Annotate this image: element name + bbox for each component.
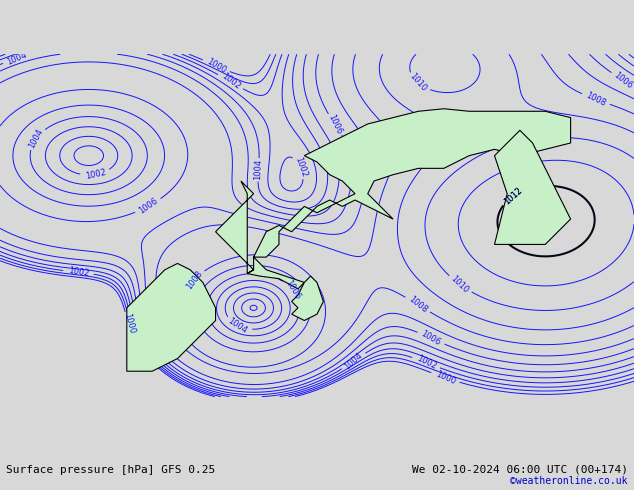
Text: Surface pressure [hPa] GFS 0.25: Surface pressure [hPa] GFS 0.25 — [6, 465, 216, 474]
Text: 1002: 1002 — [219, 72, 242, 92]
Text: 1012: 1012 — [502, 186, 524, 207]
Text: 1010: 1010 — [408, 72, 428, 94]
Text: 1006: 1006 — [327, 113, 344, 136]
Polygon shape — [292, 276, 323, 320]
Text: ©weatheronline.co.uk: ©weatheronline.co.uk — [510, 476, 628, 486]
Text: 1000: 1000 — [205, 57, 228, 75]
Text: 1006: 1006 — [137, 196, 160, 216]
Text: 1004: 1004 — [226, 316, 249, 335]
Polygon shape — [216, 109, 571, 289]
Text: 1008: 1008 — [585, 91, 607, 108]
Text: 1002: 1002 — [415, 354, 437, 371]
Text: 1004: 1004 — [254, 159, 264, 180]
Text: 1004: 1004 — [27, 127, 45, 150]
Text: 1008: 1008 — [406, 294, 429, 315]
Text: 1006: 1006 — [283, 279, 302, 301]
Polygon shape — [127, 264, 216, 371]
Text: 1006: 1006 — [420, 329, 443, 347]
Text: 1004: 1004 — [343, 351, 365, 371]
Text: 1002: 1002 — [84, 168, 107, 181]
Text: 1010: 1010 — [449, 274, 470, 295]
Text: 1002: 1002 — [293, 156, 309, 179]
Text: 1000: 1000 — [434, 369, 456, 386]
Polygon shape — [495, 130, 571, 245]
Text: 1006: 1006 — [612, 70, 634, 90]
Text: 1008: 1008 — [184, 269, 204, 291]
Text: 1012: 1012 — [502, 186, 524, 207]
Text: 1004: 1004 — [6, 50, 29, 67]
Text: 1000: 1000 — [122, 312, 136, 335]
Text: 1002: 1002 — [67, 266, 89, 278]
Text: We 02-10-2024 06:00 UTC (00+174): We 02-10-2024 06:00 UTC (00+174) — [411, 465, 628, 474]
